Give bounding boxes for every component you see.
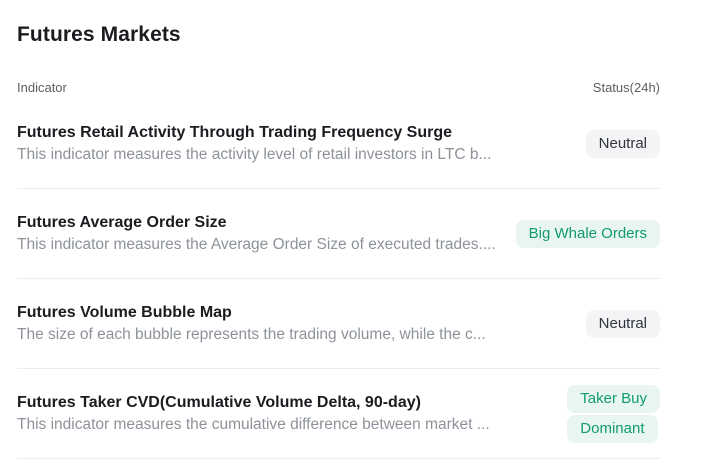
- indicator-description: This indicator measures the cumulative d…: [17, 416, 490, 433]
- column-header-indicator: Indicator: [17, 80, 67, 95]
- table-header: Indicator Status(24h): [17, 80, 660, 99]
- status-cell: Neutral: [585, 309, 660, 338]
- status-cell: Neutral: [585, 129, 660, 158]
- indicator-row-taker-cvd[interactable]: Futures Taker CVD(Cumulative Volume Delt…: [17, 369, 660, 459]
- indicator-description: The size of each bubble represents the t…: [17, 326, 486, 343]
- status-badge: Big Whale Orders: [515, 219, 660, 248]
- status-badge: Neutral: [585, 129, 660, 158]
- indicator-row-average-order-size[interactable]: Futures Average Order Size This indicato…: [17, 189, 660, 279]
- status-cell: Big Whale Orders: [515, 219, 660, 248]
- indicator-description: This indicator measures the activity lev…: [17, 146, 492, 163]
- indicator-title: Futures Volume Bubble Map: [17, 304, 232, 321]
- indicator-row-volume-bubble-map[interactable]: Futures Volume Bubble Map The size of ea…: [17, 279, 660, 369]
- indicator-info: Futures Taker CVD(Cumulative Volume Delt…: [17, 392, 567, 435]
- indicator-title: Futures Taker CVD(Cumulative Volume Delt…: [17, 394, 421, 411]
- indicator-info: Futures Retail Activity Through Trading …: [17, 122, 586, 165]
- indicator-title: Futures Retail Activity Through Trading …: [17, 124, 453, 141]
- indicator-title: Futures Average Order Size: [17, 214, 227, 231]
- indicator-row-retail-activity[interactable]: Futures Retail Activity Through Trading …: [17, 99, 660, 189]
- status-badge: Taker Buy: [567, 384, 660, 413]
- page-title: Futures Markets: [17, 23, 181, 46]
- indicator-info: Futures Average Order Size This indicato…: [17, 212, 516, 255]
- futures-markets-panel: Futures Markets Indicator Status(24h) Fu…: [17, 23, 660, 459]
- status-cell: Taker Buy Dominant: [567, 384, 660, 443]
- column-header-status: Status(24h): [592, 80, 660, 95]
- indicator-info: Futures Volume Bubble Map The size of ea…: [17, 302, 586, 345]
- status-badge: Neutral: [585, 309, 660, 338]
- indicator-description: This indicator measures the Average Orde…: [17, 236, 496, 253]
- status-badge: Dominant: [567, 414, 658, 443]
